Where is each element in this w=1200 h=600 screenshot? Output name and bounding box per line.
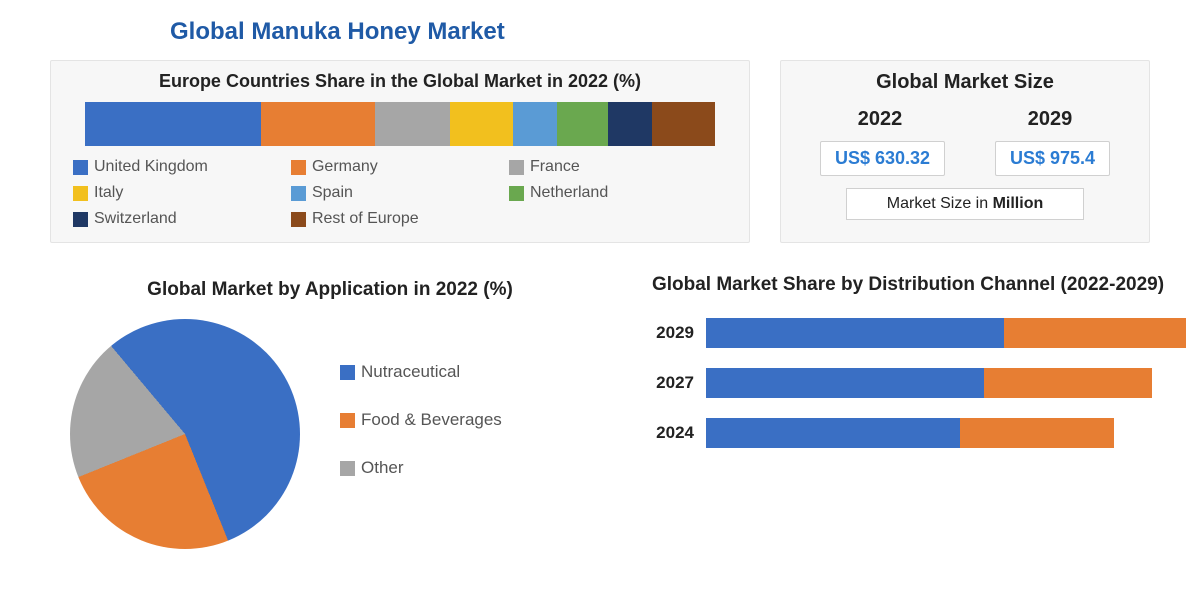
europe-seg-4 <box>513 102 557 146</box>
market-size-title: Global Market Size <box>795 71 1135 94</box>
dist-row-label: 2024 <box>630 423 694 443</box>
legend-label: Food & Beverages <box>361 410 502 430</box>
legend-label: Spain <box>312 184 353 202</box>
legend-swatch-icon <box>340 413 355 428</box>
europe-chart-title: Europe Countries Share in the Global Mar… <box>65 71 735 92</box>
legend-label: Germany <box>312 158 378 176</box>
dist-chart-title: Global Market Share by Distribution Chan… <box>630 273 1186 298</box>
dist-row-label: 2027 <box>630 373 694 393</box>
dist-seg-0-1 <box>1004 318 1186 348</box>
dist-bars: 2029 2027 2024 <box>630 318 1186 448</box>
dist-seg-1-1 <box>984 368 1152 398</box>
pie-legend-item-2: Other <box>340 458 502 478</box>
europe-seg-3 <box>450 102 513 146</box>
europe-seg-5 <box>557 102 607 146</box>
size-note-prefix: Market Size in <box>887 195 993 212</box>
page-title: Global Manuka Honey Market <box>170 18 1150 46</box>
europe-legend-item-4: Spain <box>291 184 509 202</box>
europe-legend-item-3: Italy <box>73 184 291 202</box>
market-size-panel: Global Market Size 2022 2029 US$ 630.32 … <box>780 60 1150 243</box>
size-year-1: 2029 <box>1028 108 1073 131</box>
size-value-0: US$ 630.32 <box>820 141 945 176</box>
dist-row-2: 2024 <box>630 418 1186 448</box>
size-value-1: US$ 975.4 <box>995 141 1110 176</box>
dist-bar-1 <box>706 368 1152 398</box>
dist-row-1: 2027 <box>630 368 1186 398</box>
europe-legend-item-1: Germany <box>291 158 509 176</box>
europe-legend: United Kingdom Germany France Italy Spain Net… <box>65 158 735 228</box>
legend-label: Switzerland <box>94 210 177 228</box>
dist-seg-0-0 <box>706 318 1004 348</box>
legend-label: Netherland <box>530 184 608 202</box>
legend-swatch-icon <box>291 160 306 175</box>
europe-legend-item-2: France <box>509 158 727 176</box>
legend-label: Other <box>361 458 404 478</box>
legend-label: United Kingdom <box>94 158 208 176</box>
europe-seg-2 <box>375 102 451 146</box>
legend-swatch-icon <box>509 186 524 201</box>
europe-seg-1 <box>261 102 374 146</box>
size-note-bold: Million <box>993 195 1044 212</box>
dist-bar-0 <box>706 318 1186 348</box>
dist-seg-2-1 <box>960 418 1114 448</box>
europe-share-panel: Europe Countries Share in the Global Mar… <box>50 60 750 243</box>
pie-legend: Nutraceutical Food & Beverages Other <box>340 362 502 506</box>
dist-bar-2 <box>706 418 1114 448</box>
legend-label: Nutraceutical <box>361 362 460 382</box>
europe-legend-item-0: United Kingdom <box>73 158 291 176</box>
market-size-note: Market Size in Million <box>846 188 1084 220</box>
dist-seg-1-0 <box>706 368 984 398</box>
legend-swatch-icon <box>291 186 306 201</box>
distribution-panel: Global Market Share by Distribution Chan… <box>630 273 1186 549</box>
legend-swatch-icon <box>509 160 524 175</box>
dist-row-0: 2029 <box>630 318 1186 348</box>
pie-chart-title: Global Market by Application in 2022 (%) <box>50 279 610 301</box>
legend-swatch-icon <box>291 212 306 227</box>
legend-label: Italy <box>94 184 123 202</box>
europe-seg-6 <box>608 102 652 146</box>
legend-label: France <box>530 158 580 176</box>
application-pie-panel: Global Market by Application in 2022 (%)… <box>50 273 610 549</box>
size-year-0: 2022 <box>858 108 903 131</box>
europe-stacked-bar <box>85 102 715 146</box>
legend-swatch-icon <box>73 160 88 175</box>
europe-legend-item-5: Netherland <box>509 184 727 202</box>
legend-label: Rest of Europe <box>312 210 419 228</box>
pie-legend-item-0: Nutraceutical <box>340 362 502 382</box>
europe-legend-item-7: Rest of Europe <box>291 210 509 228</box>
europe-seg-7 <box>652 102 715 146</box>
dist-row-label: 2029 <box>630 323 694 343</box>
pie-legend-item-1: Food & Beverages <box>340 410 502 430</box>
europe-seg-0 <box>85 102 261 146</box>
europe-legend-item-6: Switzerland <box>73 210 291 228</box>
legend-swatch-icon <box>73 186 88 201</box>
legend-swatch-icon <box>340 461 355 476</box>
legend-swatch-icon <box>340 365 355 380</box>
legend-swatch-icon <box>73 212 88 227</box>
application-pie <box>70 319 300 549</box>
dist-seg-2-0 <box>706 418 960 448</box>
